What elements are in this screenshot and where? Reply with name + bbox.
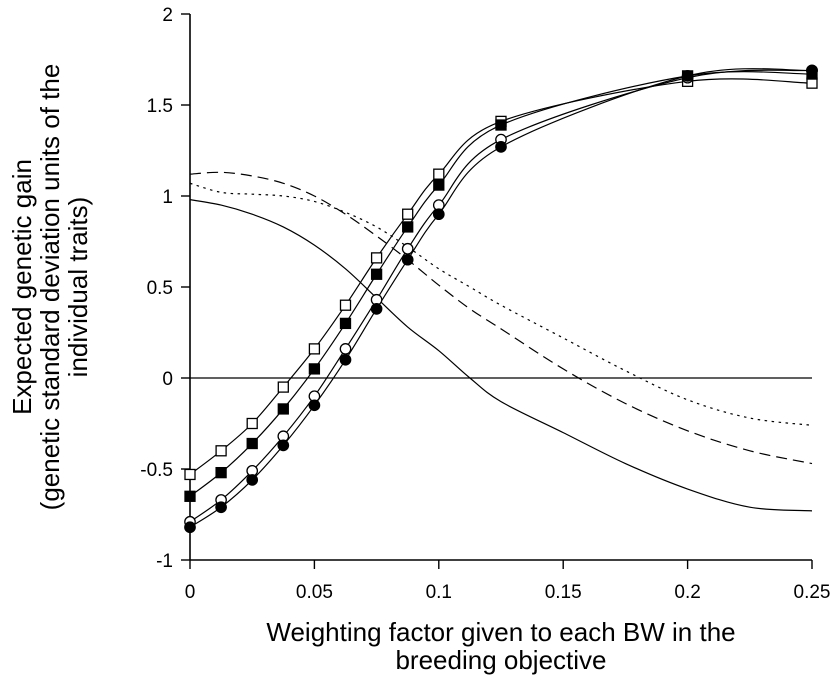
series-line-dotted [189,182,813,426]
y-tick-label: 1 [162,187,173,208]
data-point-filled-circle [681,70,694,82]
x-tick-label: 0.1 [426,582,452,603]
data-point-filled-circle [370,302,383,315]
data-point-filled-square [246,437,258,450]
data-point-open-square [339,299,352,311]
data-point-open-square [402,208,414,220]
y-tick-label: -0.5 [140,460,173,481]
data-point-open-square [184,468,196,481]
y-tick-label: -1 [156,551,173,572]
data-point-filled-square [308,363,321,375]
data-point-open-square [433,168,445,180]
x-tick-label: 0.15 [545,582,582,603]
data-point-filled-circle [806,64,818,77]
data-point-filled-circle [432,208,445,221]
data-point-open-square [277,381,289,393]
data-point-open-square [370,252,383,264]
data-point-filled-square [277,403,289,415]
axes [189,14,812,561]
data-point-filled-circle [308,399,321,412]
data-point-filled-circle [277,439,290,452]
data-point-open-square [246,417,258,430]
data-point-filled-square [402,221,414,233]
y-axis-ticks: -1 -0.5 0 0.5 1 1.5 2 [140,5,190,572]
x-tick-label: 0.05 [296,582,333,603]
data-point-filled-circle [246,474,259,486]
y-tick-label: 2 [162,5,173,26]
y-tick-label: 1.5 [147,96,173,117]
data-point-filled-square [339,317,352,330]
y-tick-label: 0.5 [147,278,173,299]
data-point-open-square [215,445,227,457]
x-axis-ticks: 0 0.05 0.1 0.15 0.2 0.25 [185,560,831,603]
series-line-solid [189,199,813,512]
marker-series-group [184,64,818,534]
data-point-open-circle [401,242,414,255]
y-axis-title: Expected genetic gain(genetic standard d… [7,64,93,511]
x-axis-title-line: breeding objective [395,645,606,675]
data-point-open-circle [339,343,352,355]
data-point-filled-square [215,466,227,479]
y-tick-label: 0 [162,369,173,390]
data-point-filled-circle [184,521,196,534]
data-point-filled-circle [339,353,352,366]
data-point-filled-square [495,119,507,131]
x-tick-label: 0.2 [674,582,700,603]
y-axis-title-line: individual traits) [63,197,93,378]
y-axis-title-line: (genetic standard deviation units of the [35,64,65,511]
x-axis-title-line: Weighting factor given to each BW in the [266,617,735,647]
data-point-filled-circle [215,501,227,514]
data-point-filled-square [433,179,445,191]
x-axis-title: Weighting factor given to each BW in the… [266,617,735,675]
data-point-open-square [308,343,321,355]
data-point-filled-circle [401,253,414,266]
series-line-dashed [189,171,813,465]
x-tick-label: 0.25 [794,582,831,603]
x-tick-label: 0 [185,582,196,603]
y-axis-title-line: Expected genetic gain [7,159,37,415]
data-point-filled-square [184,490,196,502]
data-point-filled-square [370,268,383,280]
plain-series-group [189,171,813,512]
data-point-filled-circle [495,141,507,153]
